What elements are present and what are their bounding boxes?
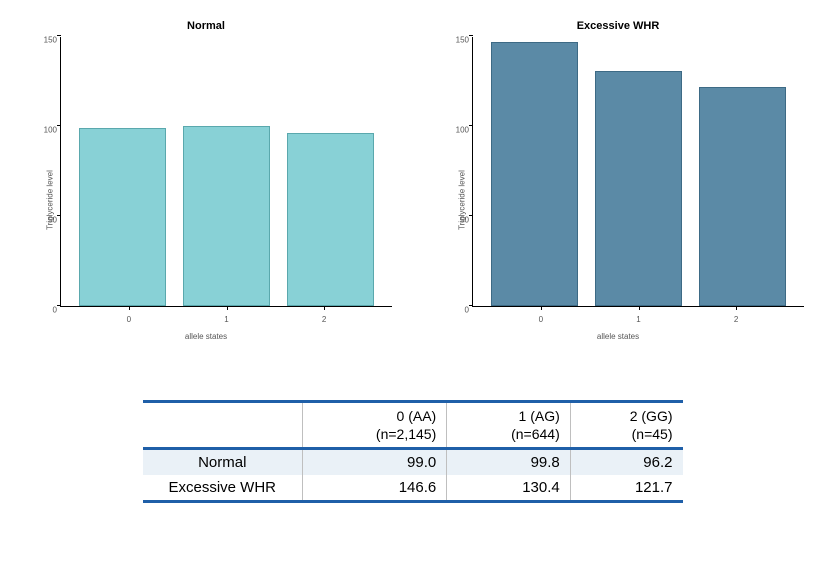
panel-title-normal: Normal (0, 20, 412, 32)
table-row: Excessive WHR 146.6 130.4 121.7 (143, 475, 683, 502)
y-tick-label: 150 (33, 36, 57, 45)
col-header-2: 2 (GG)(n=45) (570, 402, 682, 449)
cell-excessive-1: 130.4 (447, 475, 571, 502)
x-tick-label: 0 (539, 315, 543, 324)
y-tick-label: 100 (33, 126, 57, 135)
table-row: Normal 99.0 99.8 96.2 (143, 449, 683, 476)
cell-normal-0: 99.0 (303, 449, 447, 476)
cell-excessive-0: 146.6 (303, 475, 447, 502)
bar (595, 71, 682, 306)
chart-panel-excessive: Excessive WHR Triglyceride level 0501001… (412, 20, 824, 380)
x-tick-label: 1 (224, 315, 228, 324)
x-tick-label: 2 (322, 315, 326, 324)
col-header-1: 1 (AG)(n=644) (447, 402, 571, 449)
x-axis-label-left: allele states (0, 332, 412, 341)
data-table-container: 0 (AA)(n=2,145) 1 (AG)(n=644) 2 (GG)(n=4… (143, 400, 683, 503)
bar (79, 128, 166, 306)
cell-normal-1: 99.8 (447, 449, 571, 476)
cell-normal-2: 96.2 (570, 449, 682, 476)
y-tick-label: 150 (445, 36, 469, 45)
x-tick-label: 2 (734, 315, 738, 324)
plot-area-excessive: 050100150012 (472, 37, 804, 307)
panel-title-excessive: Excessive WHR (412, 20, 824, 32)
x-axis-label-right: allele states (412, 332, 824, 341)
row-label-excessive: Excessive WHR (143, 475, 303, 502)
data-table: 0 (AA)(n=2,145) 1 (AG)(n=644) 2 (GG)(n=4… (143, 400, 683, 503)
y-tick-label: 50 (33, 216, 57, 225)
cell-excessive-2: 121.7 (570, 475, 682, 502)
x-tick-label: 1 (636, 315, 640, 324)
y-tick-label: 0 (33, 306, 57, 315)
table-header-row: 0 (AA)(n=2,145) 1 (AG)(n=644) 2 (GG)(n=4… (143, 402, 683, 449)
chart-panel-normal: Normal Triglyceride level 050100150012 a… (0, 20, 412, 380)
bar (491, 42, 578, 306)
col-header-0: 0 (AA)(n=2,145) (303, 402, 447, 449)
plot-area-normal: 050100150012 (60, 37, 392, 307)
bar (287, 133, 374, 306)
chart-row: Normal Triglyceride level 050100150012 a… (0, 0, 825, 380)
bar (699, 87, 786, 306)
x-tick-label: 0 (127, 315, 131, 324)
bar (183, 126, 270, 306)
y-tick-label: 50 (445, 216, 469, 225)
table-corner-cell (143, 402, 303, 449)
row-label-normal: Normal (143, 449, 303, 476)
y-tick-label: 100 (445, 126, 469, 135)
y-tick-label: 0 (445, 306, 469, 315)
